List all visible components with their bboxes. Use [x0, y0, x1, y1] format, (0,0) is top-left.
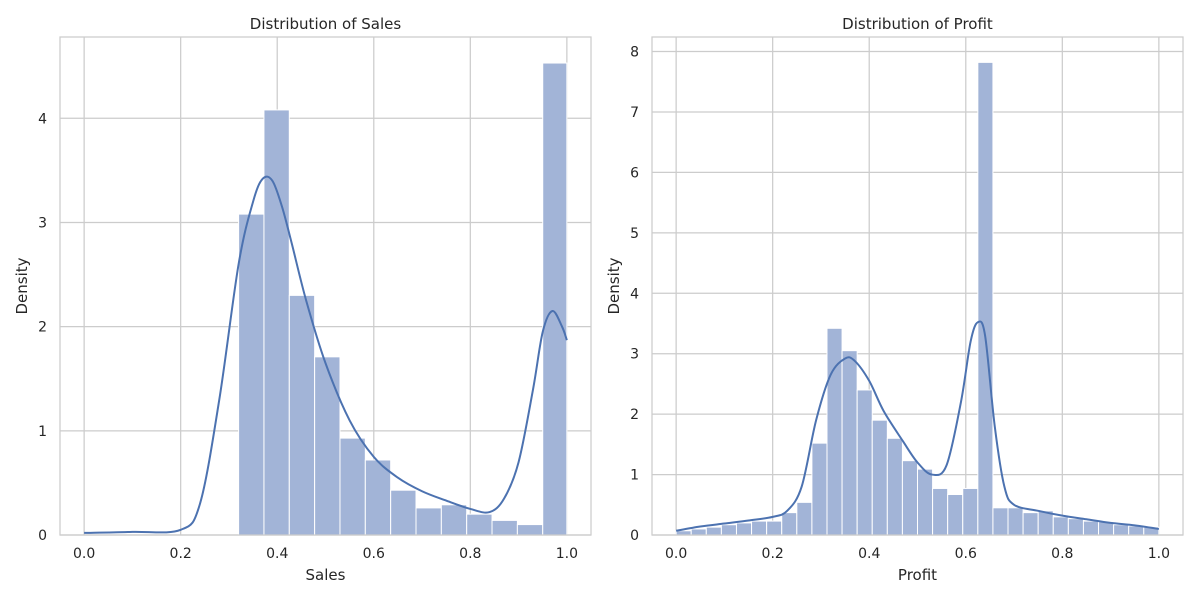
sales-histogram-bar-11 [516, 524, 544, 536]
sales-histogram-bar-10 [491, 519, 518, 536]
sales-chart-title: Distribution of Sales [250, 15, 402, 33]
profit-y-tick-label: 4 [630, 286, 639, 302]
sales-y-axis-label: Density [13, 257, 31, 314]
profit-x-tick-label: 0.0 [665, 546, 687, 562]
profit-histogram-bar-14 [886, 437, 903, 536]
sales-histogram-bar-7 [415, 507, 442, 536]
profit-histogram-bar-23 [1022, 512, 1039, 536]
sales-plot-frame [59, 36, 592, 536]
sales-kde-curve [84, 175, 568, 534]
profit-histogram-bar-2 [705, 526, 722, 536]
profit-histogram-bar-10 [826, 327, 843, 536]
profit-y-tick-label: 1 [630, 468, 639, 484]
sales-histogram-bar-1 [263, 109, 290, 536]
profit-histogram-bar-20 [977, 61, 994, 536]
profit-histogram-bar-7 [781, 512, 798, 536]
profit-histogram-bar-15 [901, 460, 919, 536]
sales-y-tick-label: 3 [38, 215, 47, 231]
profit-x-tick-label: 0.6 [955, 546, 977, 562]
sales-histogram-bar-5 [364, 459, 392, 536]
profit-histogram-bar-3 [720, 524, 737, 536]
profit-histogram-bar-6 [766, 520, 783, 536]
sales-x-tick-label: 0.0 [73, 546, 95, 562]
profit-histogram-bar-25 [1052, 516, 1069, 536]
profit-histogram-bar-0 [675, 530, 692, 536]
sales-x-tick-label: 1.0 [556, 546, 578, 562]
profit-chart: 0.0 0.2 0.4 0.6 0.8 1.0 0 1 2 3 4 5 6 7 8 Distributio… [605, 15, 1184, 584]
sales-x-axis-label: Sales [306, 566, 346, 584]
profit-y-axis-label: Density [605, 257, 623, 314]
profit-histogram-bar-19 [962, 487, 979, 536]
profit-y-tick-label: 2 [630, 407, 639, 423]
profit-histogram-bar-4 [735, 522, 753, 536]
profit-histogram-bar-26 [1067, 518, 1084, 536]
profit-y-tick-label: 7 [630, 105, 639, 121]
profit-histogram-bar-17 [932, 487, 949, 536]
profit-histogram-bar-29 [1113, 524, 1130, 536]
profit-x-tick-label: 0.8 [1051, 546, 1073, 562]
sales-histogram-bar-9 [466, 513, 493, 536]
profit-y-tick-label: 8 [630, 45, 639, 61]
sales-y-tick-label: 4 [38, 111, 47, 127]
profit-histogram-bar-18 [947, 494, 964, 536]
profit-x-tick-label: 0.2 [762, 546, 784, 562]
profit-histogram-bar-21 [992, 507, 1009, 536]
sales-y-tick-label: 2 [38, 320, 47, 336]
profit-kde-curve [675, 320, 1160, 532]
profit-histogram-bar-9 [811, 442, 828, 536]
sales-y-tick-label: 0 [38, 528, 47, 544]
profit-histogram-bar-22 [1007, 507, 1024, 536]
profit-histogram-bar-16 [917, 468, 934, 536]
sales-x-tick-label: 0.6 [363, 546, 385, 562]
profit-histogram-bar-27 [1082, 520, 1100, 536]
profit-histogram-bar-5 [751, 520, 768, 536]
sales-histogram-bar-3 [314, 356, 341, 536]
profit-histogram-bar-11 [841, 350, 858, 536]
profit-histogram-bar-30 [1128, 525, 1145, 536]
sales-histogram-bar-12 [542, 62, 568, 536]
sales-histogram-bar-2 [288, 294, 316, 536]
profit-x-tick-label: 0.4 [858, 546, 880, 562]
profit-x-tick-label: 1.0 [1148, 546, 1170, 562]
sales-histogram-bar-0 [238, 213, 265, 536]
profit-histogram-bar-1 [690, 528, 707, 536]
sales-x-tick-label: 0.8 [459, 546, 481, 562]
profit-chart-title: Distribution of Profit [842, 15, 993, 33]
sales-y-tick-label: 1 [38, 424, 47, 440]
profit-y-tick-label: 3 [630, 347, 639, 363]
profit-histogram-bar-8 [796, 501, 813, 536]
sales-chart: 0.0 0.2 0.4 0.6 0.8 1.0 0 1 2 3 4 Distribution of… [13, 15, 592, 584]
profit-x-axis-label: Profit [898, 566, 937, 584]
profit-y-tick-label: 5 [630, 226, 639, 242]
sales-x-tick-label: 0.4 [266, 546, 288, 562]
profit-histogram-bar-13 [871, 419, 888, 536]
sales-histogram-bar-6 [390, 489, 417, 536]
profit-histogram-bar-12 [856, 389, 873, 536]
sales-histogram-bar-4 [339, 437, 366, 536]
profit-plot-frame [651, 36, 1184, 536]
profit-y-tick-label: 6 [630, 165, 639, 181]
sales-x-tick-label: 0.2 [170, 546, 192, 562]
profit-y-tick-label: 0 [630, 528, 639, 544]
sales-histogram-bar-8 [440, 504, 468, 536]
